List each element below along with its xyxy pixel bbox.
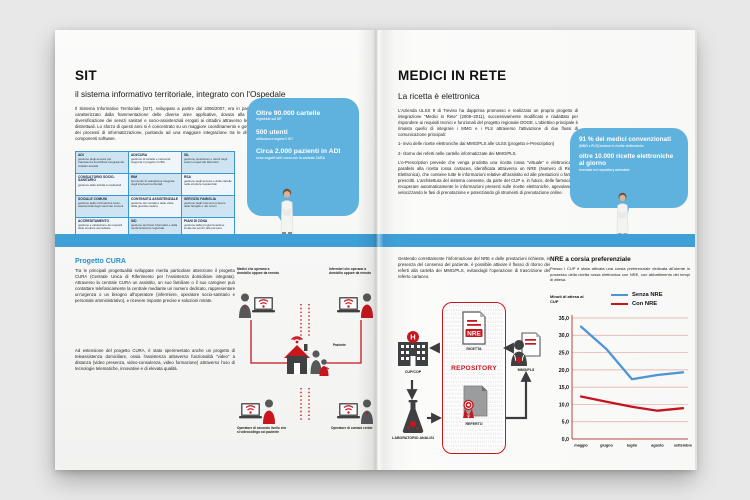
table-cell: SIL gestione prestazioni e referti degli … — [182, 152, 234, 173]
legend-swatch-blue — [611, 293, 628, 297]
cura-telecare-diagram: Medici che operano a domicilio oppure da… — [237, 262, 375, 458]
label-mmg-pls: MMG/PLS — [517, 368, 535, 372]
label-operatore-contact-center: Operatore di contact center — [331, 426, 373, 430]
svg-text:20,0: 20,0 — [559, 368, 569, 374]
label-referto: REFERTO — [465, 422, 483, 426]
right-page: MEDICI IN RETE La ricetta è elettronica … — [375, 30, 697, 470]
table-cell: SID gestione dei flussi informativi e del… — [129, 218, 181, 239]
label-medici-remoto: Medici che operano a domicilio oppure da… — [237, 267, 279, 275]
person-laptop-icon — [337, 292, 373, 323]
patient-home-icon — [283, 336, 331, 387]
blue-divider-band — [55, 234, 695, 247]
person-laptop-icon — [239, 292, 275, 323]
table-cell: CONSULTORIO SOCIO-SANITARIO gestione dell… — [76, 174, 128, 195]
flow-arrows — [406, 342, 532, 424]
svg-text:maggio: maggio — [574, 444, 588, 448]
legend-swatch-red — [611, 302, 628, 306]
label-repository: REPOSITORY — [451, 365, 497, 372]
wait-time-line-chart: 0,0 5,0 10,0 15,0 20,0 25,0 30,0 35,0 maggio giug… — [547, 312, 692, 467]
table-cell: SERVIZIO FAMIGLIA gestione degli interven… — [182, 196, 234, 217]
ricetta-document-icon: NRE — [460, 311, 488, 350]
table-cell: RIM strumento di valutazione integrata de… — [129, 174, 181, 195]
diagram-connector-lines — [250, 304, 362, 420]
label-ricetta: RICETTA — [466, 347, 482, 351]
chart-legend: Senza NRE Con NRE — [611, 292, 663, 310]
sit-intro-paragraph: Il Sistema Informativo Territoriale (SIT… — [75, 106, 257, 142]
page-subtitle-sit: il sistema informativo territoriale, int… — [75, 89, 286, 99]
chart-y-axis-label: Minuti di attesa al CUP — [550, 294, 584, 304]
svg-text:agosto: agosto — [651, 444, 664, 448]
label-operatore-secondo-livello: Operatore di secondo livello che si vide… — [237, 426, 287, 434]
label-paziente: Paziente — [333, 343, 346, 347]
repository-box: 0110100111010110010010110111001011010011… — [442, 302, 506, 454]
nre-label: NRE — [467, 331, 481, 338]
laboratory-flask-icon — [401, 400, 425, 439]
mmg-pls-icon — [510, 332, 542, 371]
hospital-cup-icon: H — [396, 330, 430, 373]
cura-paragraph-1: Tra le principali progettualità sviluppa… — [75, 268, 235, 304]
chart-intro-text: Presso i CUP è stata attivata una corsia… — [550, 266, 690, 283]
page-title-medici-in-rete: MEDICI IN RETE — [398, 68, 507, 83]
label-infermieri-remoto: Infermieri che operano a domicilio oppur… — [329, 267, 371, 275]
sit-modules-table: ADI gestione degli accessi per l'assisten… — [75, 151, 235, 240]
table-cell: ACCREDITAMENTO gestione e valutazione dei… — [76, 218, 128, 239]
medici-in-rete-intro: L'Azienda ULSS 9 di Treviso ha dapprima … — [398, 108, 578, 196]
svg-text:5,0: 5,0 — [562, 420, 569, 426]
page-title-sit: SIT — [75, 68, 97, 83]
svg-text:10,0: 10,0 — [559, 402, 569, 408]
table-cell: CONTINUITÀ ASSISTENZIALE gestione dei con… — [129, 196, 181, 217]
svg-text:30,0: 30,0 — [559, 333, 569, 339]
table-cell: SOCIALE COMUNI gestione delle informazion… — [76, 196, 128, 217]
chart-title: NRE a corsia preferenziale — [550, 256, 631, 263]
magazine-spread: SIT il sistema informativo territoriale,… — [55, 30, 697, 470]
cura-paragraph-2: Ad estensione del progetto CURA, è stato… — [75, 348, 235, 372]
label-laboratorio-analisi: LABORATORIO ANALISI — [392, 436, 434, 440]
svg-text:35,0: 35,0 — [559, 316, 569, 322]
cura-section-title: Progetto CURA — [75, 258, 126, 265]
eprescription-flow-diagram: 0110100111010110010010110111001011010011… — [390, 298, 545, 458]
person-laptop-icon — [337, 398, 373, 429]
svg-text:settembre: settembre — [674, 444, 692, 448]
stat-pazienti-adi: Circa 2.000 pazienti in ADI sono seguiti… — [256, 148, 341, 160]
legend-item-con-nre: Con NRE — [611, 301, 663, 307]
label-cup-cop: CUP/COP — [404, 370, 422, 374]
svg-text:H: H — [410, 333, 415, 342]
stat-cartelle: Oltre 90.000 cartelle registrate sul SIT — [256, 110, 321, 122]
table-cell: ADI gestione degli accessi per l'assisten… — [76, 152, 128, 173]
stat-ricette-giorno: oltre 10.000 ricette elettroniche al gio… — [579, 152, 674, 172]
stat-utenti: 500 utenti utilizzano a regime il SIT — [256, 129, 294, 141]
referto-document-icon — [459, 385, 489, 424]
svg-text:25,0: 25,0 — [559, 350, 569, 356]
table-cell: ADI/CURA gestione di cartelle e intervent… — [129, 152, 181, 173]
person-laptop-icon — [239, 398, 275, 429]
left-page: SIT il sistema informativo territoriale,… — [55, 30, 375, 470]
ricette-stats-speech-bubble: 91 % dei medici convenzionati (MMG e PLS… — [570, 128, 688, 220]
table-cell: PIANI DI ZONA gestione della programmazio… — [182, 218, 234, 239]
legend-item-senza-nre: Senza NRE — [611, 292, 663, 298]
sit-stats-speech-bubble: Oltre 90.000 cartelle registrate sul SIT… — [247, 98, 359, 229]
page-subtitle-ricetta: La ricetta è elettronica — [398, 91, 480, 101]
svg-text:15,0: 15,0 — [559, 385, 569, 391]
doctor-photo — [277, 188, 297, 241]
svg-text:giugno: giugno — [600, 444, 613, 448]
stat-medici-convenzionati: 91 % dei medici convenzionati (MMG e PLS… — [579, 136, 671, 148]
svg-text:luglio: luglio — [627, 444, 638, 448]
table-cell: RSA gestione degli accessi e delle cartel… — [182, 174, 234, 195]
svg-text:0,0: 0,0 — [562, 437, 569, 443]
referti-paragraph: Gestendo correttamente l'informazione de… — [398, 256, 550, 280]
